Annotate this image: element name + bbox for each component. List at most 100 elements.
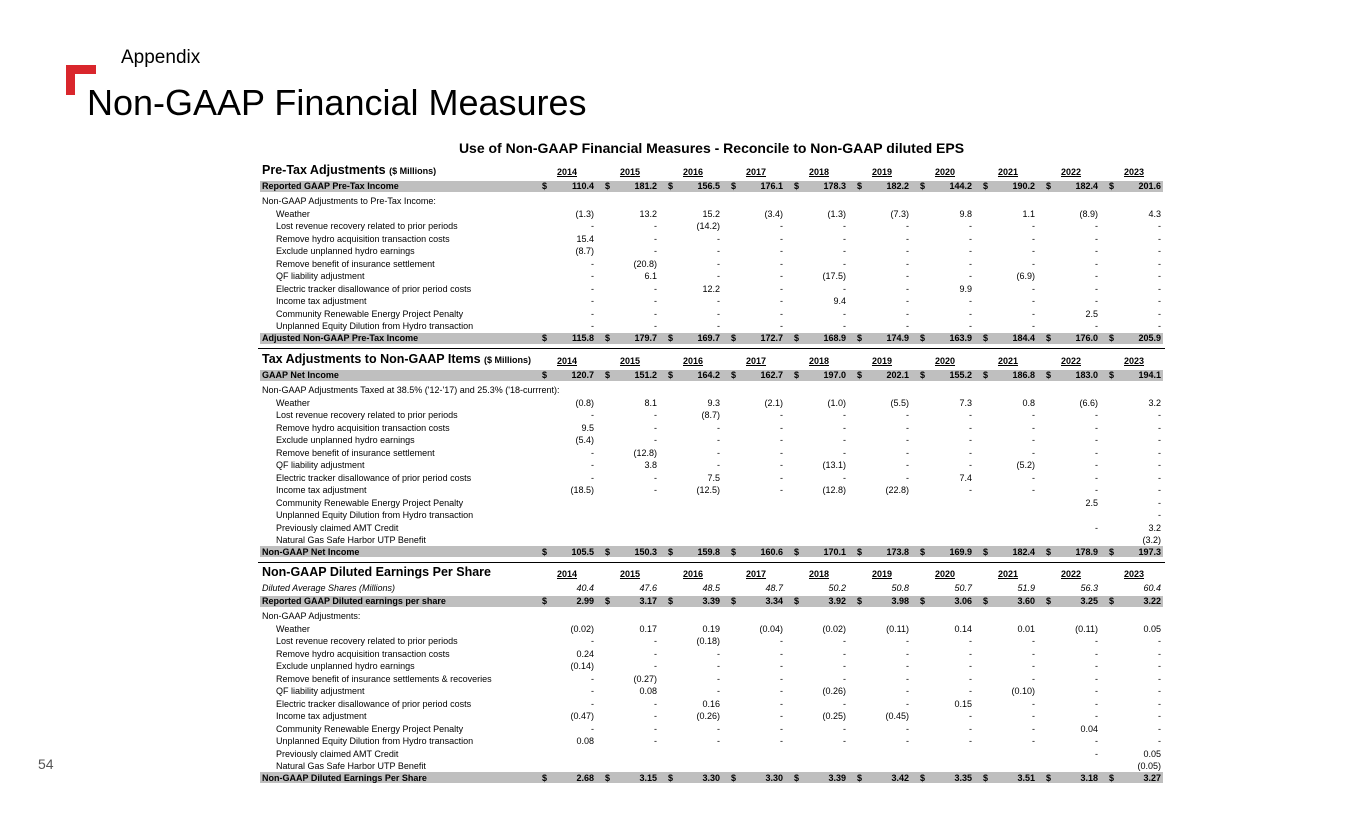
- cell: 0.08: [576, 736, 594, 747]
- cell: -: [1095, 648, 1098, 659]
- year-header: 2022: [1060, 167, 1082, 177]
- cell: -: [717, 460, 720, 471]
- cell: 7.3: [959, 398, 972, 408]
- cell: -: [780, 233, 783, 244]
- cell: -: [1032, 283, 1035, 294]
- cell: -: [591, 258, 594, 269]
- cell: -: [906, 698, 909, 709]
- cell: -: [1032, 233, 1035, 244]
- currency: $: [920, 546, 926, 557]
- cell: -: [654, 221, 657, 232]
- currency: $: [731, 596, 737, 606]
- section-title-text: Tax Adjustments to Non-GAAP Items: [262, 352, 481, 366]
- currency: $: [668, 772, 674, 783]
- currency: $: [605, 370, 611, 380]
- cell: -: [906, 460, 909, 471]
- cell: -: [654, 435, 657, 446]
- currency: $: [1109, 546, 1115, 557]
- cell: -: [1158, 308, 1161, 319]
- cell: -: [654, 485, 657, 496]
- year-header: 2023: [1123, 356, 1145, 366]
- cell: -: [1095, 636, 1098, 647]
- row-label: QF liability adjustment: [276, 460, 365, 471]
- cell: -: [780, 221, 783, 232]
- cell: -: [906, 221, 909, 232]
- cell: (0.04): [759, 624, 783, 634]
- year-header: 2021: [997, 356, 1019, 366]
- cell: -: [591, 447, 594, 458]
- cell: -: [906, 661, 909, 672]
- cell: -: [780, 636, 783, 647]
- row-label: Exclude unplanned hydro earnings: [276, 661, 415, 672]
- cell: 202.1: [886, 370, 909, 380]
- cell: -: [717, 723, 720, 734]
- cell: -: [1095, 472, 1098, 483]
- cell: 179.7: [634, 333, 657, 344]
- cell: 159.8: [697, 546, 720, 557]
- currency: $: [857, 333, 863, 344]
- cell: 3.2: [1148, 398, 1161, 408]
- cell: 0.15: [954, 698, 972, 709]
- cell: 12.2: [702, 283, 720, 294]
- cell: -: [1095, 686, 1098, 697]
- cell: -: [780, 686, 783, 697]
- cell: -: [654, 308, 657, 319]
- cell: -: [780, 648, 783, 659]
- row-label: QF liability adjustment: [276, 271, 365, 282]
- cell: -: [780, 472, 783, 483]
- cell: -: [1032, 447, 1035, 458]
- cell: 163.9: [949, 333, 972, 344]
- row-label: Previously claimed AMT Credit: [276, 748, 399, 759]
- cell: -: [780, 283, 783, 294]
- currency: $: [794, 596, 800, 606]
- cell: 2.5: [1085, 497, 1098, 508]
- cell: 3.22: [1143, 596, 1161, 606]
- year-header: 2015: [619, 569, 641, 579]
- row-label: GAAP Net Income: [262, 370, 339, 380]
- cell: -: [969, 636, 972, 647]
- cell: -: [717, 435, 720, 446]
- cell: -: [1158, 636, 1161, 647]
- cell: -: [591, 460, 594, 471]
- cell: 8.1: [644, 398, 657, 408]
- cell: 3.30: [765, 772, 783, 783]
- row-label: Reported GAAP Pre-Tax Income: [262, 181, 399, 191]
- cell: -: [1095, 271, 1098, 282]
- cell: (8.7): [575, 246, 594, 257]
- cell: 7.4: [959, 472, 972, 483]
- row-label: Lost revenue recovery related to prior p…: [276, 636, 458, 647]
- cell: -: [1032, 636, 1035, 647]
- row-label: Diluted Average Shares (Millions): [262, 583, 396, 593]
- cell: -: [1158, 460, 1161, 471]
- page-number: 54: [38, 756, 54, 772]
- cell: 4.3: [1148, 209, 1161, 219]
- cell: 162.7: [760, 370, 783, 380]
- total-row-bg: [260, 772, 1163, 784]
- cell: -: [1158, 661, 1161, 672]
- currency: $: [920, 181, 926, 191]
- year-header: 2017: [745, 569, 767, 579]
- cell: -: [1032, 296, 1035, 307]
- row-label: Lost revenue recovery related to prior p…: [276, 410, 458, 421]
- cell: 150.3: [634, 546, 657, 557]
- cell: -: [969, 661, 972, 672]
- row-label: Remove benefit of insurance settlement: [276, 447, 435, 458]
- cell: (22.8): [885, 485, 909, 496]
- cell: -: [1095, 410, 1098, 421]
- cell: 3.42: [891, 772, 909, 783]
- cell: -: [969, 410, 972, 421]
- row-label: Electric tracker disallowance of prior p…: [276, 472, 472, 483]
- cell: -: [1032, 422, 1035, 433]
- row-label: Non-GAAP Net Income: [262, 546, 360, 557]
- currency: $: [1109, 370, 1115, 380]
- cell: 0.01: [1017, 624, 1035, 634]
- section-label: Appendix: [121, 47, 201, 68]
- cell: -: [591, 410, 594, 421]
- cell: -: [1032, 648, 1035, 659]
- currency: $: [1109, 333, 1115, 344]
- currency: $: [731, 333, 737, 344]
- cell: 47.6: [639, 583, 657, 593]
- cell: -: [969, 435, 972, 446]
- cell: 0.05: [1143, 748, 1161, 759]
- cell: -: [1032, 246, 1035, 257]
